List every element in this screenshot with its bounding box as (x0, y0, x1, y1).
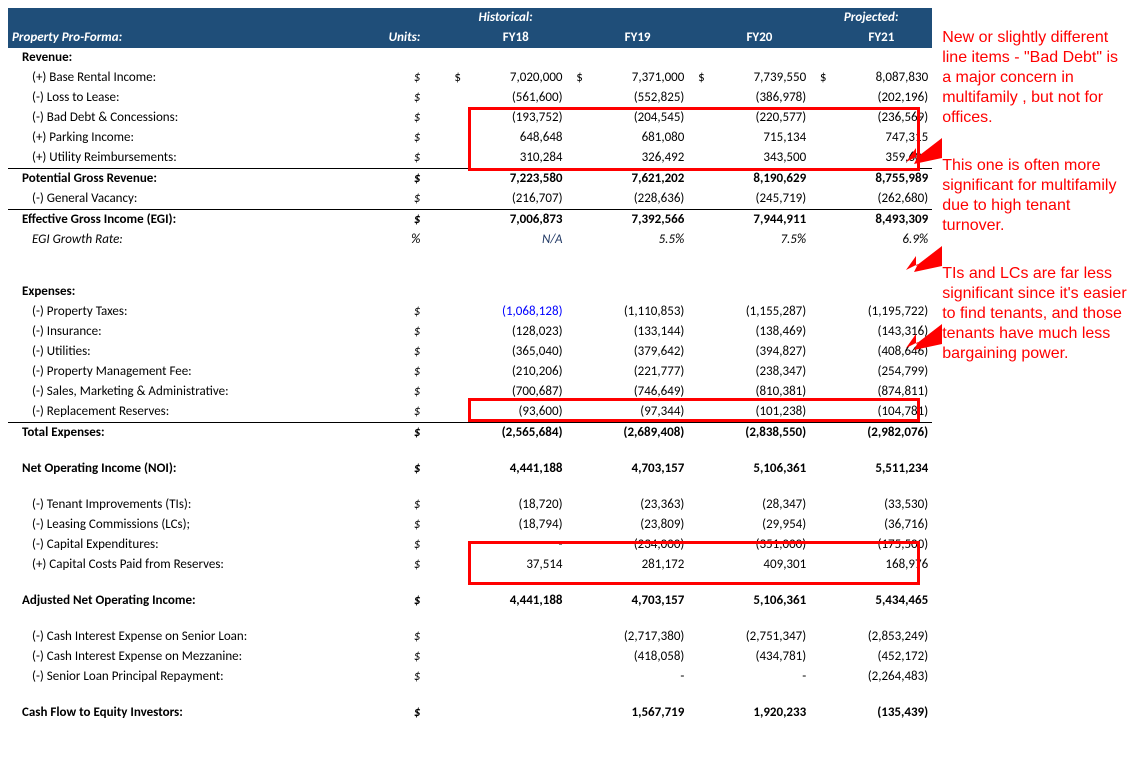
row-pm-fee: (-) Property Management Fee: $ (210,206)… (8, 362, 932, 382)
row-util-reimb: (+) Utility Reimbursements: $ 310,284 32… (8, 148, 932, 169)
row-lc: (-) Leasing Commissions (LCs); $ (18,794… (8, 515, 932, 535)
header-section-row: Historical: Projected: (8, 8, 932, 28)
row-cf-equity: Cash Flow to Equity Investors: $ 1,567,7… (8, 703, 932, 723)
row-egi: Effective Gross Income (EGI): $ 7,006,87… (8, 210, 932, 231)
row-noi: Net Operating Income (NOI): $ 4,441,188 … (8, 459, 932, 479)
header-columns-row: Property Pro-Forma: Units: FY18 FY19 FY2… (8, 28, 932, 48)
proforma-table: Historical: Projected: Property Pro-Form… (8, 8, 932, 723)
row-prin-repay: (-) Senior Loan Principal Repayment: $ -… (8, 667, 932, 687)
row-insurance: (-) Insurance: $ (128,023) (133,144) (13… (8, 322, 932, 342)
hdr-fy18: FY18 (465, 28, 567, 48)
row-utilities: (-) Utilities: $ (365,040) (379,642) (39… (8, 342, 932, 362)
hdr-projected: Projected: (810, 8, 932, 28)
annotation-1: New or slightly different line items - "… (942, 28, 1131, 128)
row-expenses-header: Expenses: (8, 282, 932, 302)
row-ti: (-) Tenant Improvements (TIs): $ (18,720… (8, 495, 932, 515)
label-revenue: Revenue: (8, 48, 333, 68)
row-sma: (-) Sales, Marketing & Administrative: $… (8, 382, 932, 402)
row-base-rent: (+) Base Rental Income: $ $7,020,000 $7,… (8, 68, 932, 88)
hdr-fy19: FY19 (587, 28, 689, 48)
row-int-senior: (-) Cash Interest Expense on Senior Loan… (8, 627, 932, 647)
hdr-historical: Historical: (445, 8, 567, 28)
row-bad-debt: (-) Bad Debt & Concessions: $ (193,752) … (8, 108, 932, 128)
proforma-sheet: Historical: Projected: Property Pro-Form… (8, 8, 932, 723)
hdr-units: Units: (333, 28, 424, 48)
row-adj-noi: Adjusted Net Operating Income: $ 4,441,1… (8, 591, 932, 611)
row-capex: (-) Capital Expenditures: $ - (234,000) … (8, 535, 932, 555)
row-loss-lease: (-) Loss to Lease: $ (561,600) (552,825)… (8, 88, 932, 108)
row-cap-from-res: (+) Capital Costs Paid from Reserves: $ … (8, 555, 932, 575)
row-repl-res: (-) Replacement Reserves: $ (93,600) (97… (8, 402, 932, 423)
annotation-2: This one is often more significant for m… (942, 156, 1131, 236)
hdr-fy20: FY20 (709, 28, 811, 48)
row-potential-gross: Potential Gross Revenue: $ 7,223,580 7,6… (8, 169, 932, 190)
row-gen-vacancy: (-) General Vacancy: $ (216,707) (228,63… (8, 189, 932, 210)
annotations-panel: New or slightly different line items - "… (932, 8, 1131, 392)
row-int-mezz: (-) Cash Interest Expense on Mezzanine: … (8, 647, 932, 667)
arrow-icon (906, 138, 942, 166)
arrow-icon (906, 324, 942, 352)
row-revenue-header: Revenue: (8, 48, 932, 68)
row-egi-growth: EGI Growth Rate: % N/A 5.5% 7.5% 6.9% (8, 230, 932, 250)
hdr-title: Property Pro-Forma: (8, 28, 333, 48)
annotation-3: TIs and LCs are far less significant sin… (942, 264, 1131, 364)
arrow-icon (906, 246, 942, 274)
row-prop-tax: (-) Property Taxes: $ (1,068,128) (1,110… (8, 302, 932, 322)
row-parking: (+) Parking Income: $ 648,648 681,080 71… (8, 128, 932, 148)
row-total-expenses: Total Expenses: $ (2,565,684) (2,689,408… (8, 423, 932, 444)
hdr-fy21: FY21 (831, 28, 933, 48)
